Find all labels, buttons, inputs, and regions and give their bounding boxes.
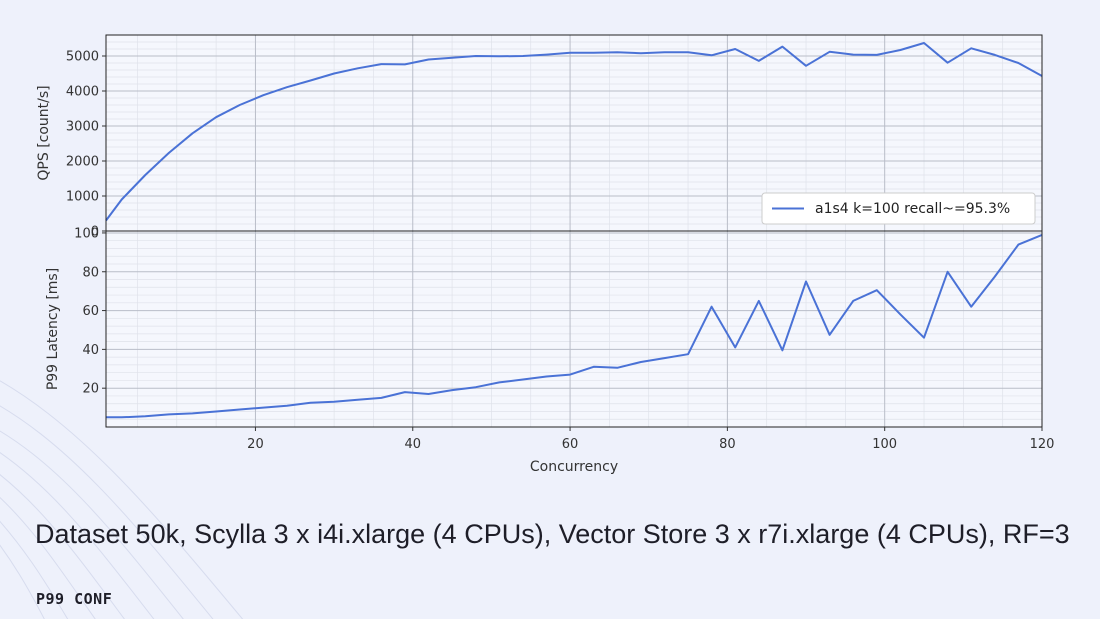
slide-caption: Dataset 50k, Scylla 3 x i4i.xlarge (4 CP… (35, 519, 1070, 549)
y-axis-label-qps: QPS [count/s] (36, 85, 52, 180)
y-tick-label: 20 (82, 382, 99, 397)
chart: 0 1000 2000 3000 4000 5000 20 40 60 80 100 20 40 60 80… (36, 34, 1055, 475)
bottom-panel-grid (106, 231, 1043, 427)
y-axis-label-latency: P99 Latency [ms] (45, 268, 61, 390)
y-tick-label: 100 (74, 226, 99, 241)
y-tick-label: 3000 (66, 120, 99, 135)
legend-label: a1s4 k=100 recall~=95.3% (815, 201, 1010, 217)
y-tick-label: 2000 (66, 155, 99, 170)
series-line-latency (106, 233, 1043, 419)
x-tick-label: 40 (404, 437, 421, 452)
x-tick-label: 60 (562, 437, 579, 452)
legend-box (761, 192, 1036, 225)
y-tick-label: 1000 (66, 190, 99, 205)
x-tick-label: 100 (872, 437, 897, 452)
panel-frame-latency (105, 230, 1043, 428)
y-tick-label: 80 (82, 265, 99, 280)
plot-area-latency (106, 231, 1042, 427)
legend: a1s4 k=100 recall~=95.3% (761, 192, 1036, 225)
y-tick-label: 4000 (66, 85, 99, 100)
y-tick-label: 40 (82, 343, 99, 358)
y-tick-label: 0 (91, 225, 99, 240)
x-tick-label: 80 (719, 437, 736, 452)
x-axis-label: Concurrency (530, 459, 618, 475)
y-tick-label: 5000 (66, 50, 99, 65)
series-line-qps (105, 42, 1043, 222)
x-tick-label: 120 (1030, 437, 1055, 452)
conference-logo: P99 CONF (36, 590, 113, 608)
x-tick-label: 20 (247, 437, 264, 452)
y-tick-label: 60 (82, 304, 99, 319)
